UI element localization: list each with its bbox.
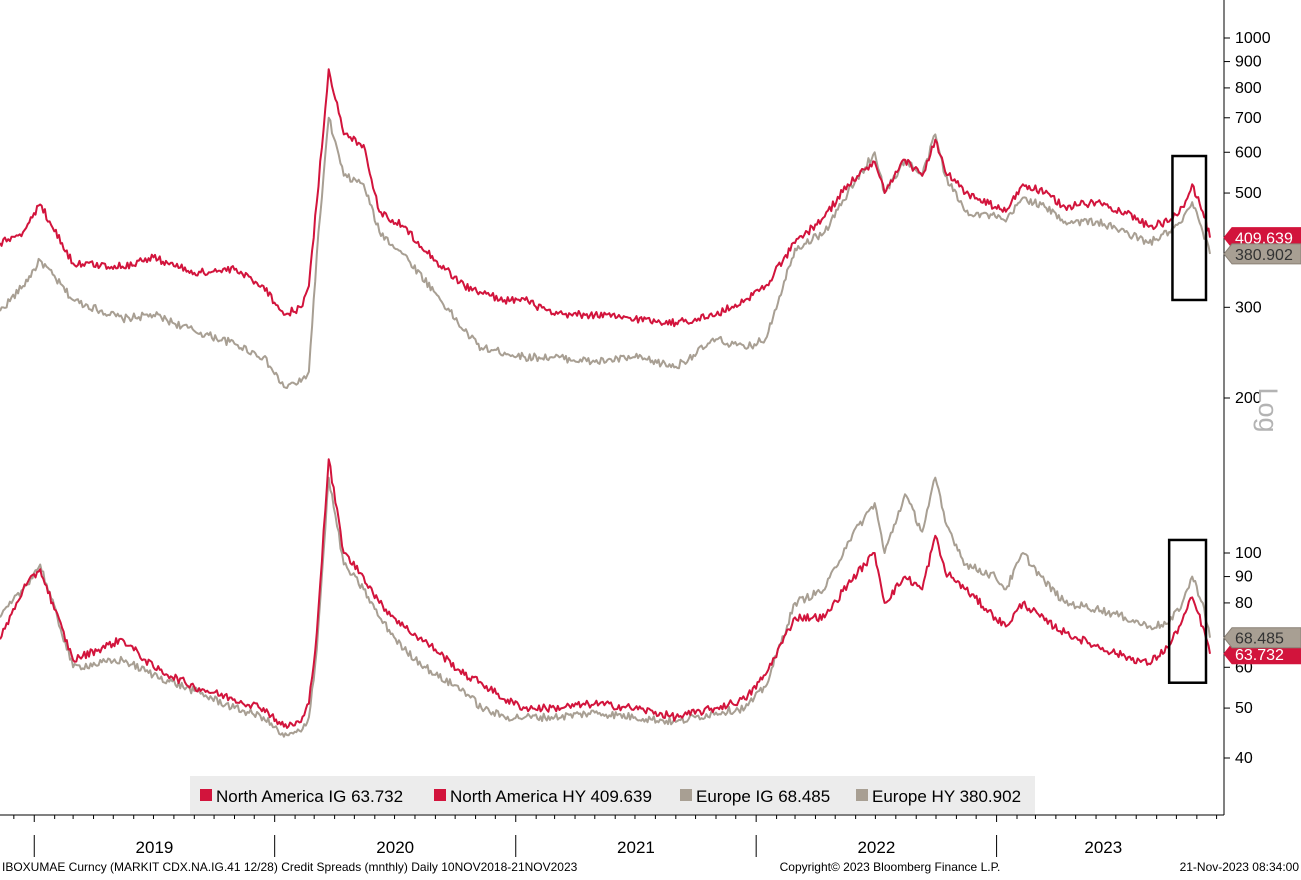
scale-label: Log [1253,387,1283,432]
y-tick-label: 50 [1235,700,1253,717]
last-value-tag-shape [1223,243,1301,265]
last-value-tag: 68.485 [1223,627,1301,649]
x-axis: 2019 2020 2021 2022 2023 [13,815,1218,857]
highlight-boxes [1167,154,1208,684]
series-line-europe-ig [0,476,1211,738]
footer-timestamp: 21-Nov-2023 08:34:00 [1180,860,1300,874]
axes [0,0,1225,816]
y-tick-label: 300 [1235,299,1262,316]
last-value-label: 68.485 [1235,631,1284,648]
y-tick-label: 40 [1235,750,1253,767]
y-tick-label: 900 [1235,54,1262,71]
legend-label: Europe IG 68.485 [696,787,830,806]
y-tick-label: 200 [1235,390,1262,407]
series-line-europe-hy [0,116,1211,389]
x-year-label: 2023 [1084,838,1122,857]
footer-copyright: Copyright© 2023 Bloomberg Finance L.P. [780,860,1001,874]
legend-label: North America IG 63.732 [216,787,403,806]
y-tick-label: 700 [1235,110,1262,127]
legend-label: North America HY 409.639 [450,787,652,806]
x-year-label: 2019 [136,838,174,857]
y-tick-label: 1000 [1235,30,1271,47]
last-value-tag: 380.902 [1223,243,1301,265]
y-tick-label: 100 [1235,545,1262,562]
highlight-box [1167,538,1208,684]
y-tick-label: 80 [1235,595,1253,612]
y-tick-label: 600 [1235,144,1262,161]
y-tick-label: 800 [1235,80,1262,97]
y-tick-label: 500 [1235,185,1262,202]
legend: North America IG 63.732 North America HY … [190,776,1035,814]
legend-swatch [434,789,446,801]
footer: IBOXUMAE Curncy (MARKIT CDX.NA.IG.41 12/… [2,860,1299,874]
y-tick-label: 90 [1235,569,1253,586]
legend-background [190,776,1035,814]
last-value-label: 63.732 [1235,647,1284,664]
x-year-label: 2020 [376,838,414,857]
x-year-label: 2021 [617,838,655,857]
highlight-box [1171,154,1208,302]
last-value-tag: 409.639 [1223,227,1301,249]
last-value-label: 380.902 [1235,247,1293,264]
legend-swatch [856,789,868,801]
series-line-north-america-hy [0,68,1211,328]
legend-label: Europe HY 380.902 [872,787,1021,806]
series-line-north-america-ig [0,458,1211,729]
footer-left-text: IBOXUMAE Curncy (MARKIT CDX.NA.IG.41 12/… [2,860,578,874]
last-value-tag-shape [1223,627,1301,649]
series-lines [0,68,1211,738]
last-value-label: 409.639 [1235,231,1293,248]
legend-swatch [680,789,692,801]
x-year-label: 2022 [857,838,895,857]
last-value-tag: 63.732 [1223,643,1301,665]
legend-swatch [200,789,212,801]
